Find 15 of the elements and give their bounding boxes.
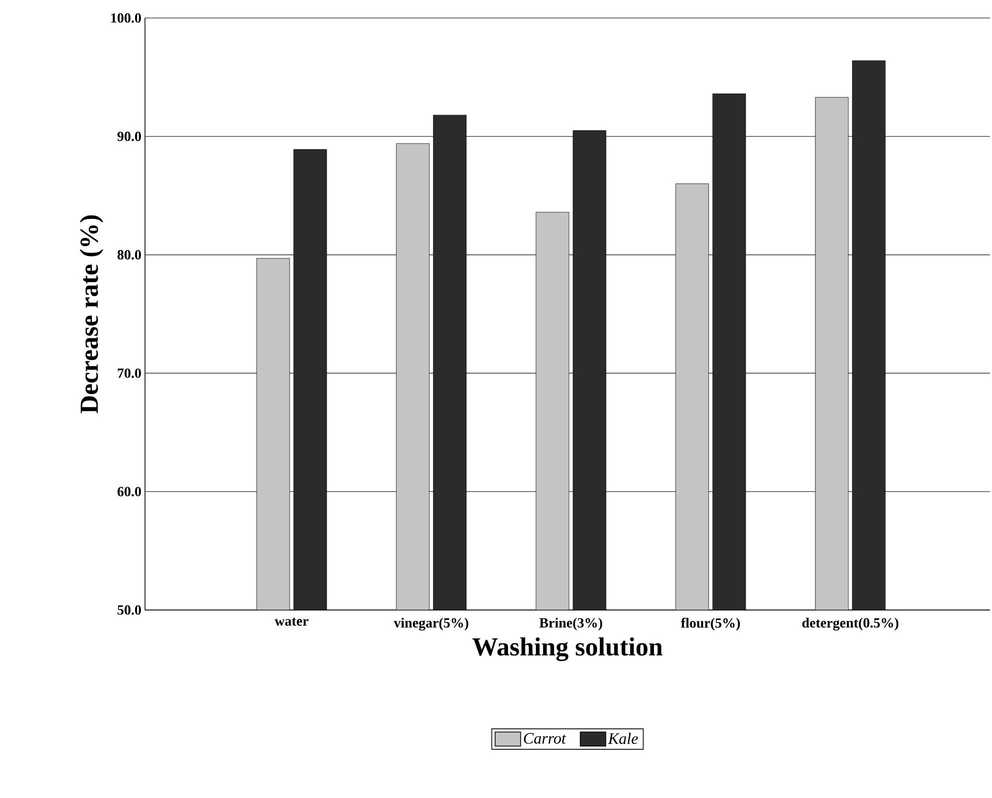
x-tick-label: Brine(3%) xyxy=(539,618,602,630)
x-axis-title: Washing solution xyxy=(472,637,662,662)
y-tick-label: 60.0 xyxy=(118,486,141,496)
y-axis-title: Decrease rate (%) xyxy=(80,215,104,414)
legend-label: Kale xyxy=(608,732,638,744)
y-tick-label: 50.0 xyxy=(118,605,141,615)
y-tick-label: 70.0 xyxy=(118,368,141,378)
legend-label: Carrot xyxy=(524,733,566,744)
x-tick-label: detergent(0.5%) xyxy=(802,618,898,631)
y-tick-label: 90.0 xyxy=(117,132,141,142)
y-tick-label: 80.0 xyxy=(118,250,141,260)
x-tick-label: flour(5%) xyxy=(680,618,740,631)
y-tick-label: 100.0 xyxy=(111,13,141,23)
x-tick-label: vinegar(5%) xyxy=(394,618,468,631)
x-tick-label: water xyxy=(274,618,308,626)
